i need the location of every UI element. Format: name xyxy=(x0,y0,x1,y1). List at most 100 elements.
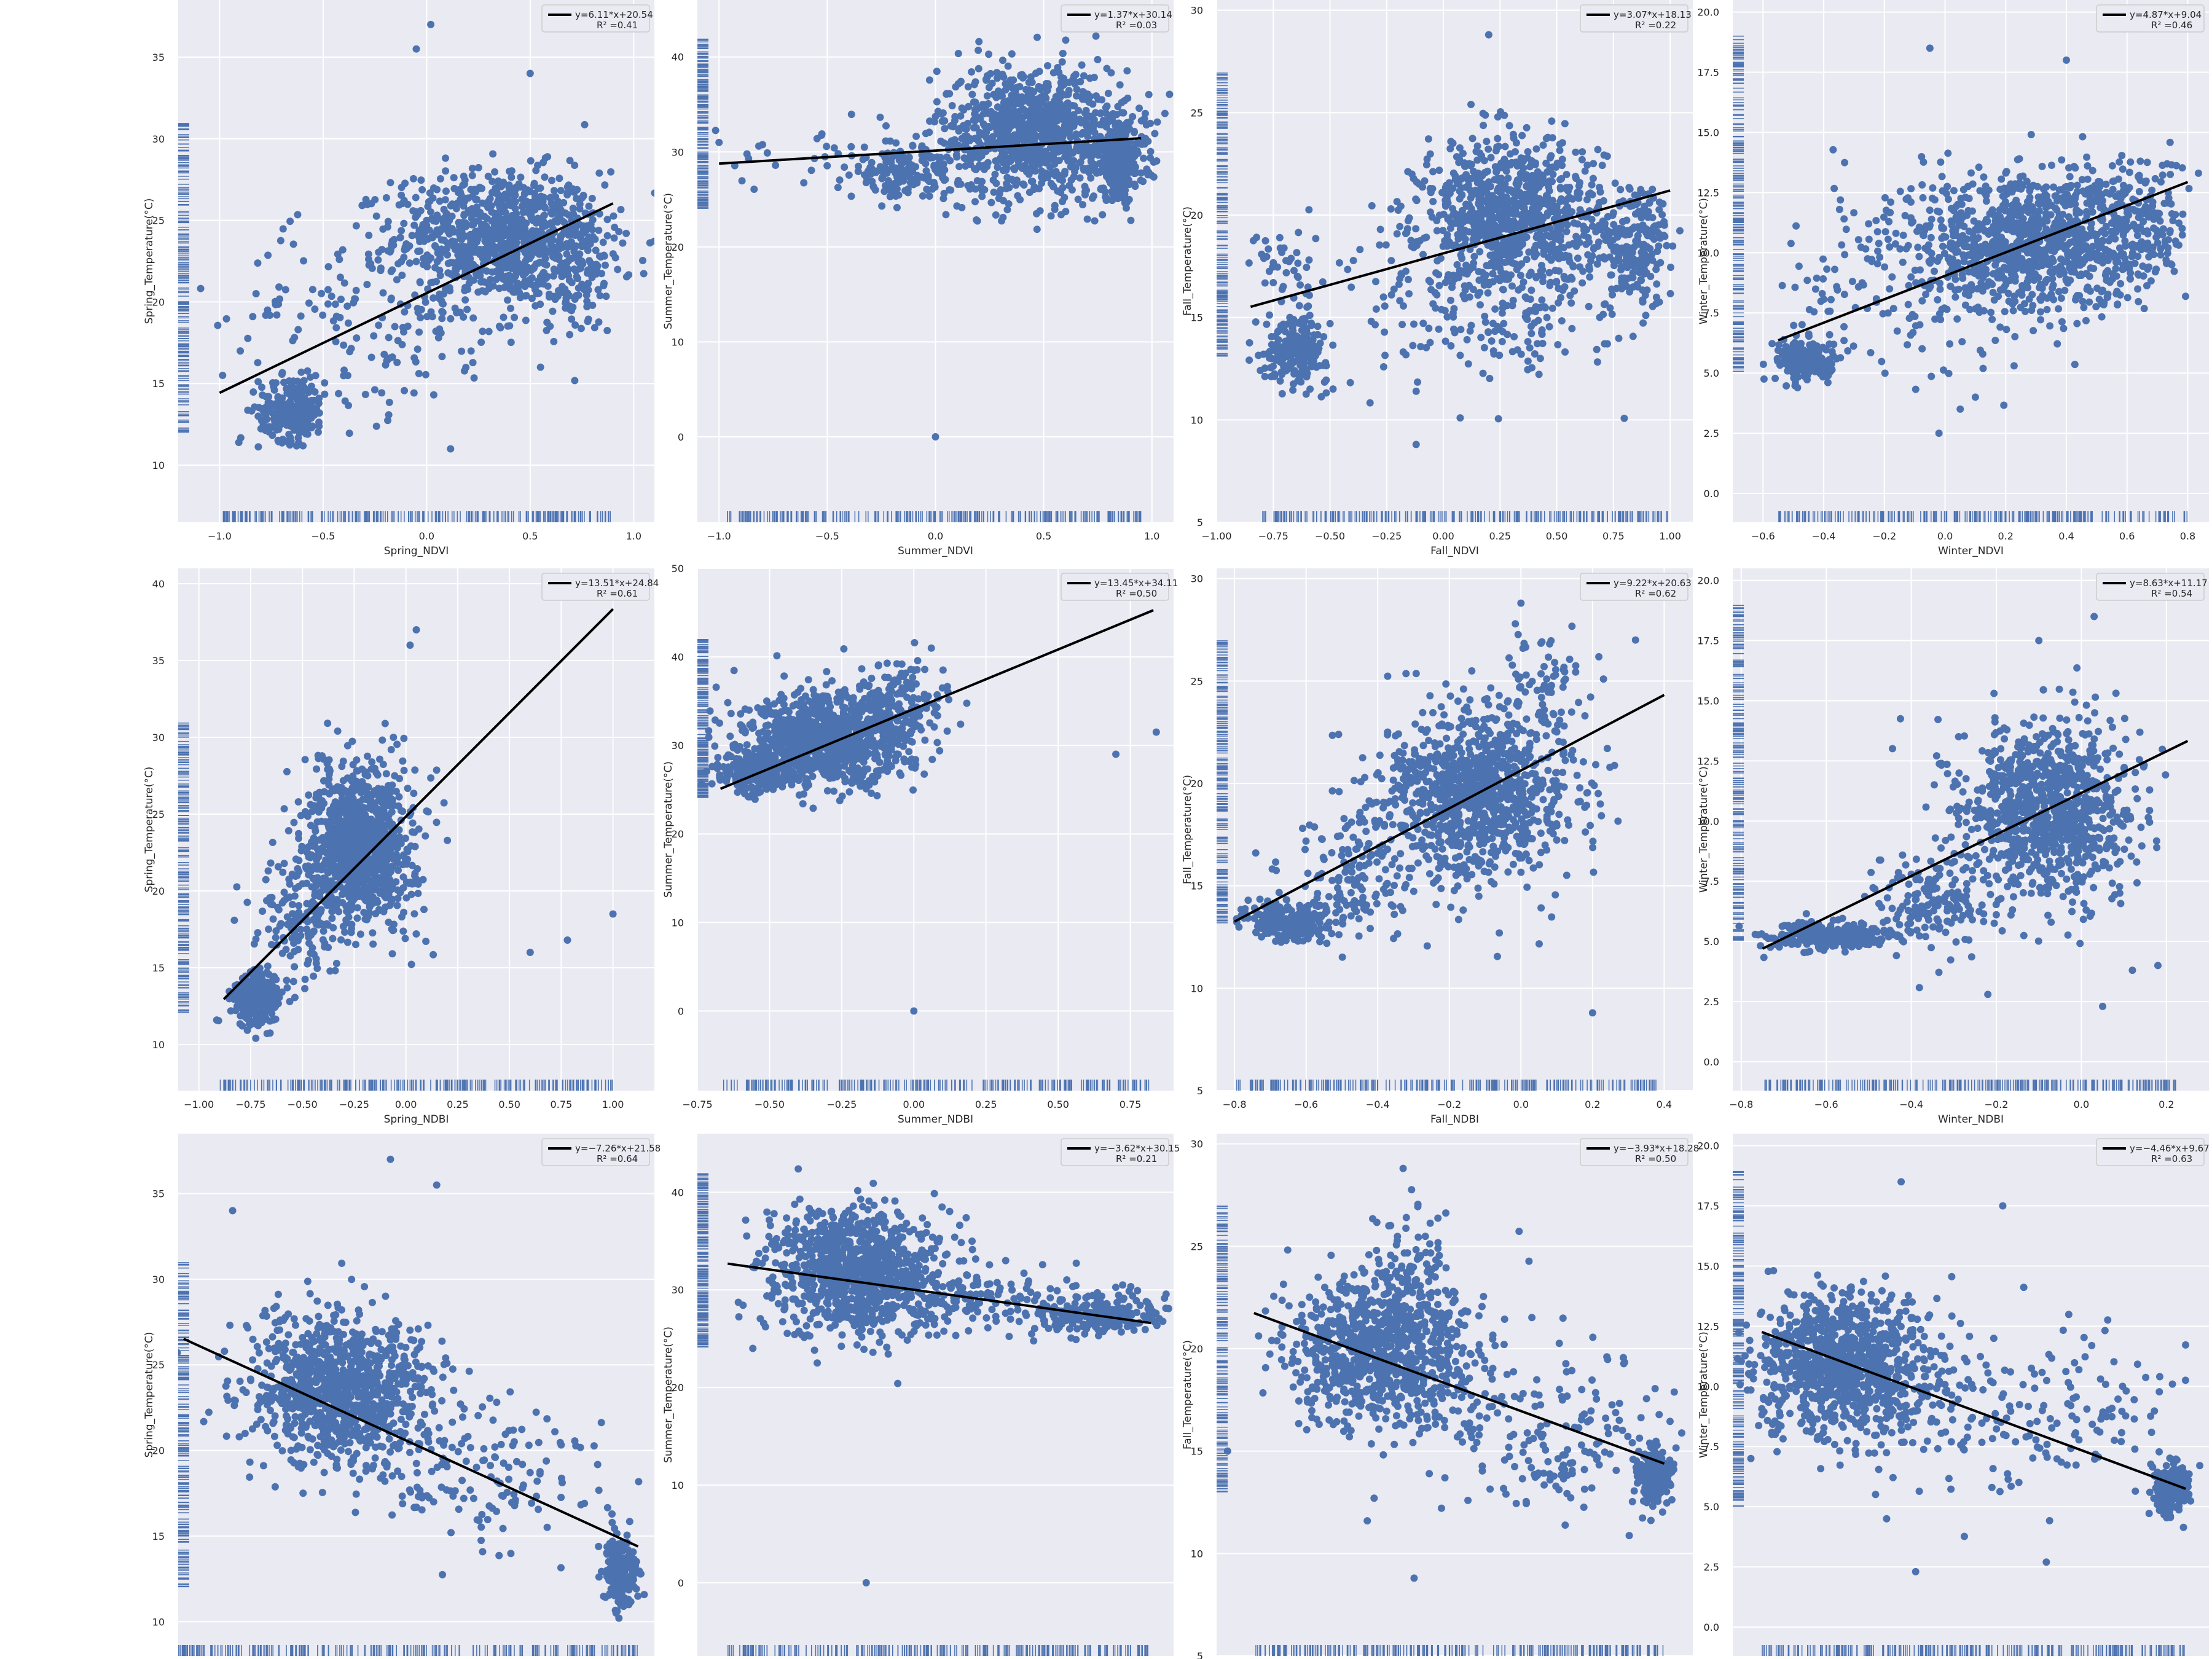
scatter-point xyxy=(1561,206,1569,214)
scatter-point xyxy=(415,247,423,255)
scatter-point xyxy=(992,211,1000,219)
scatter-point xyxy=(1580,231,1588,239)
scatter-point xyxy=(640,270,648,278)
regression-line xyxy=(719,136,1142,165)
scatter-point xyxy=(301,394,309,402)
scatter-point xyxy=(823,143,831,151)
scatter-point xyxy=(994,163,1002,171)
scatter-point xyxy=(249,313,257,321)
scatter-point xyxy=(385,411,393,419)
scatter-point xyxy=(715,138,723,146)
scatter-point xyxy=(1019,127,1027,135)
scatter-point xyxy=(307,373,315,381)
scatter-point xyxy=(321,379,329,387)
scatter-point xyxy=(755,142,763,150)
scatter-point xyxy=(1442,237,1450,245)
scatter-point xyxy=(1558,162,1566,170)
scatter-point xyxy=(1505,242,1513,250)
scatter-point xyxy=(375,321,383,329)
scatter-point xyxy=(315,422,323,430)
scatter-point xyxy=(547,241,555,249)
scatter-point xyxy=(1435,167,1443,175)
scatter-point xyxy=(406,259,414,267)
scatter-point xyxy=(290,420,298,428)
scatter-point xyxy=(879,173,887,181)
scatter-point xyxy=(1608,310,1616,318)
scatter-point xyxy=(566,331,574,339)
scatter-point xyxy=(451,304,459,312)
scatter-point xyxy=(998,92,1006,100)
scatter-point xyxy=(1123,67,1131,75)
scatter-point xyxy=(1393,230,1401,238)
scatter-point xyxy=(1504,202,1512,210)
scatter-point xyxy=(1462,173,1470,181)
scatter-point xyxy=(599,238,607,246)
scatter-point xyxy=(909,141,917,149)
scatter-point xyxy=(1443,231,1451,239)
scatter-point xyxy=(1144,137,1152,145)
scatter-point xyxy=(485,327,493,335)
scatter-point xyxy=(1477,191,1485,199)
scatter-point xyxy=(363,280,371,288)
scatter-point xyxy=(1000,125,1008,133)
y-tick-label: 10 xyxy=(152,460,165,471)
scatter-point xyxy=(332,324,340,332)
scatter-point xyxy=(489,150,497,158)
scatter-point xyxy=(565,257,573,265)
scatter-point xyxy=(906,173,914,181)
scatter-point xyxy=(1382,241,1390,249)
scatter-point xyxy=(414,345,422,353)
scatter-point xyxy=(530,179,538,187)
scatter-point xyxy=(571,231,579,239)
scatter-point xyxy=(1118,98,1126,106)
scatter-point xyxy=(1419,183,1427,191)
scatter-point xyxy=(439,308,447,316)
scatter-point xyxy=(1548,197,1556,205)
scatter-point xyxy=(524,264,532,272)
scatter-point xyxy=(299,406,307,414)
scatter-point xyxy=(847,143,855,151)
scatter-point xyxy=(497,216,505,224)
scatter-point xyxy=(1539,273,1547,281)
scatter-point xyxy=(1079,95,1087,103)
scatter-point xyxy=(336,273,344,281)
scatter-point xyxy=(941,125,949,133)
scatter-point xyxy=(396,233,404,241)
scatter-point xyxy=(1467,101,1475,109)
scatter-point xyxy=(438,353,446,361)
scatter-point xyxy=(925,117,933,125)
scatter-point xyxy=(581,242,589,250)
scatter-point xyxy=(1588,222,1596,230)
scatter-point xyxy=(1051,171,1059,179)
scatter-point xyxy=(1062,36,1070,44)
scatter-point xyxy=(1147,154,1155,162)
scatter-point xyxy=(1524,147,1532,155)
scatter-point xyxy=(968,90,976,98)
scatter-point xyxy=(1561,120,1569,128)
scatter-point xyxy=(327,292,335,300)
scatter-point xyxy=(380,350,388,358)
scatter-point xyxy=(278,394,286,402)
scatter-point xyxy=(933,98,941,106)
scatter-point xyxy=(1481,232,1489,240)
scatter-point xyxy=(955,127,963,135)
scatter-point xyxy=(304,417,312,425)
scatter-point xyxy=(1397,202,1405,210)
scatter-point xyxy=(1174,124,1181,131)
scatter-point xyxy=(930,178,938,186)
scatter-point xyxy=(1526,163,1534,171)
scatter-point xyxy=(1622,257,1630,265)
scatter-point xyxy=(423,251,431,259)
scatter-point xyxy=(845,171,853,179)
scatter-point xyxy=(1039,98,1047,106)
scatter-point xyxy=(1653,280,1661,288)
scatter-point xyxy=(1457,184,1465,192)
scatter-point xyxy=(448,200,456,208)
scatter-point xyxy=(1486,204,1494,212)
scatter-point xyxy=(505,257,513,265)
scatter-point xyxy=(1588,190,1596,198)
scatter-point xyxy=(311,388,319,396)
scatter-point xyxy=(1137,176,1145,184)
